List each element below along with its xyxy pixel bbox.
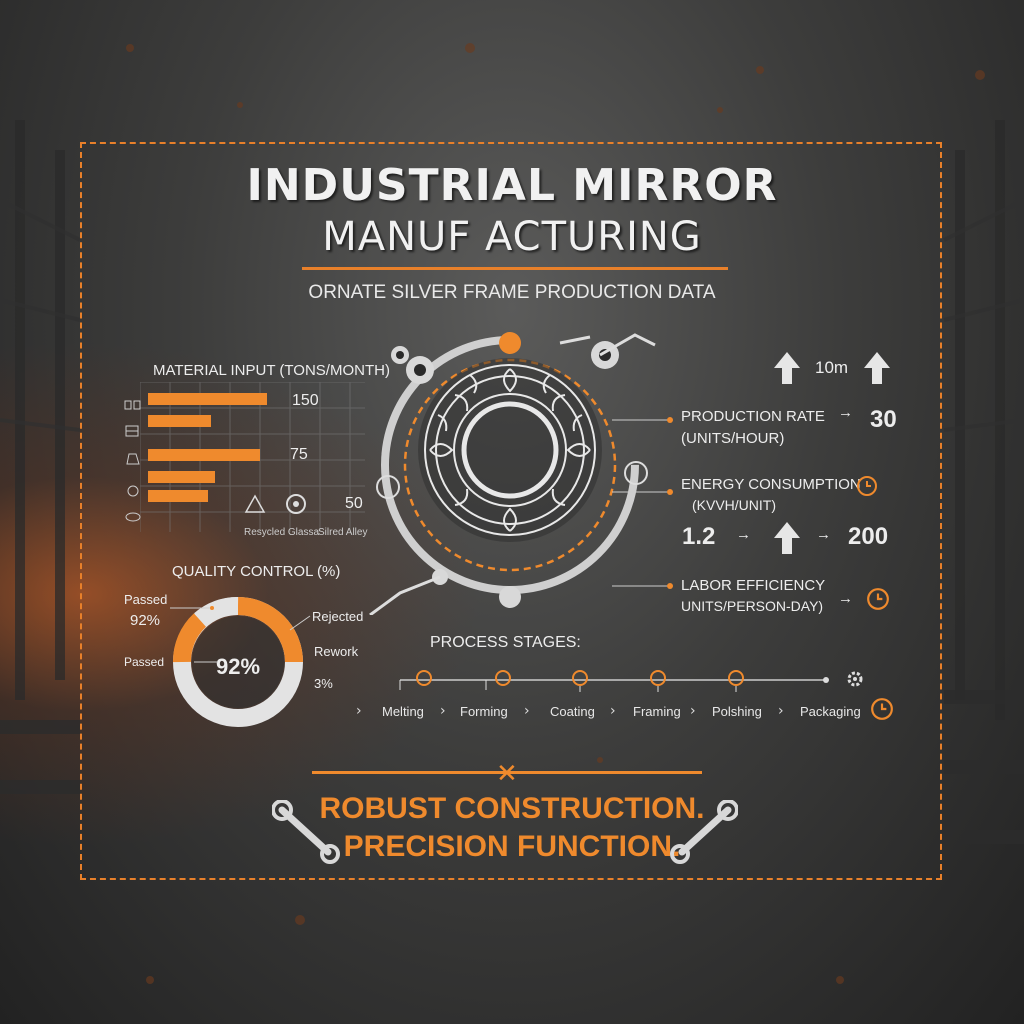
quality-center-value: 92% <box>216 654 261 679</box>
rework-value: 3% <box>314 676 333 691</box>
material-icon-2 <box>125 425 139 437</box>
material-grid <box>140 382 365 532</box>
scale-label-75: 75 <box>290 446 308 463</box>
material-bar <box>148 449 260 461</box>
material-icon-1 <box>124 400 141 410</box>
footer-line-2: PRECISION FUNCTION. <box>343 830 681 863</box>
quality-control-title: QUALITY CONTROL (%) <box>172 563 341 580</box>
material-bar <box>148 393 267 405</box>
up-arrow-icon-3 <box>774 522 800 554</box>
production-rate-value: 30 <box>870 406 897 433</box>
chevron-right-icon: › <box>440 703 446 719</box>
production-rate-label: PRODUCTION RATE <box>681 408 825 425</box>
stage-packaging: Packaging <box>800 704 861 719</box>
material-icon-5 <box>125 512 141 522</box>
material-bar <box>148 471 215 483</box>
clock-icon-2 <box>867 588 889 610</box>
passed-value: 92% <box>130 612 161 629</box>
rejected-label: Rejected <box>312 609 364 624</box>
chevron-right-icon: › <box>356 703 362 719</box>
donut-leaders <box>170 606 311 663</box>
passed-label: Passed <box>124 592 168 607</box>
title-underline <box>302 267 728 270</box>
material-icon-4 <box>127 485 139 497</box>
recycled-glass-icon <box>244 494 266 513</box>
energy-value-1: 1.2 <box>682 523 716 550</box>
energy-unit: (KVVH/UNIT) <box>692 497 776 513</box>
arrow-right-icon-3: → <box>816 526 831 543</box>
stage-polishing: Polshing <box>712 704 762 719</box>
chevron-right-icon: › <box>610 703 616 719</box>
arrow-right-icon-2: → <box>736 526 751 543</box>
wrench-icon <box>272 800 340 864</box>
material-bar <box>148 415 211 427</box>
dashed-frame <box>80 142 942 880</box>
page-title-line2: MANUF ACTURING <box>322 214 702 260</box>
quality-donut <box>173 597 303 727</box>
page-title: INDUSTRIAL MIRROR <box>246 160 778 211</box>
rework-label: Rework <box>314 644 359 659</box>
crossed-tools-icon: ✕ <box>496 758 518 788</box>
arrow-right-icon-4: → <box>838 590 853 607</box>
footer-divider <box>312 771 702 774</box>
chevron-right-icon: › <box>778 703 784 719</box>
production-rate-unit: (UNITS/HOUR) <box>681 430 785 447</box>
up-arrow-icon-2 <box>864 352 890 384</box>
energy-value-2: 200 <box>848 523 889 550</box>
material-bar <box>148 490 208 502</box>
metric-connectors <box>612 417 673 589</box>
process-stages-title: PROCESS STAGES: <box>430 634 581 651</box>
up-arrow-icon <box>774 352 800 384</box>
time-label: 10m <box>815 358 849 377</box>
gear-icon <box>847 671 863 687</box>
scale-label-150: 150 <box>292 392 319 409</box>
wrench-icon-2 <box>670 800 738 864</box>
chevron-right-icon: › <box>524 703 530 719</box>
material-input-title: MATERIAL INPUT (TONS/MONTH) <box>153 362 390 379</box>
material-icon-3 <box>126 453 140 465</box>
mirror-frame-graphic <box>369 332 656 615</box>
stage-forming: Forming <box>460 704 508 719</box>
stage-coating: Coating <box>550 704 595 719</box>
stage-framing: Framing <box>633 704 681 719</box>
passed-label-2: Passed <box>124 655 165 669</box>
chevron-right-icon: › <box>690 703 696 719</box>
energy-label: ENERGY CONSUMPTION <box>681 476 861 493</box>
process-timeline <box>399 670 829 692</box>
labor-label: LABOR EFFICIENCY <box>681 577 826 594</box>
clock-icon-3 <box>871 698 893 720</box>
legend-silver-alloy: Silred Alley <box>318 527 368 538</box>
scale-label-50: 50 <box>345 495 363 512</box>
arrow-right-icon: → <box>838 404 853 421</box>
legend-recycled-glass: Resycled Glassa <box>244 527 320 538</box>
silver-alloy-icon <box>286 494 306 514</box>
page-subtitle: ORNATE SILVER FRAME PRODUCTION DATA <box>308 282 716 303</box>
footer-line-1: ROBUST CONSTRUCTION. <box>319 792 705 825</box>
labor-unit: UNITS/PERSON-DAY) <box>681 598 824 614</box>
stage-melting: Melting <box>382 704 424 719</box>
clock-icon <box>857 476 877 496</box>
